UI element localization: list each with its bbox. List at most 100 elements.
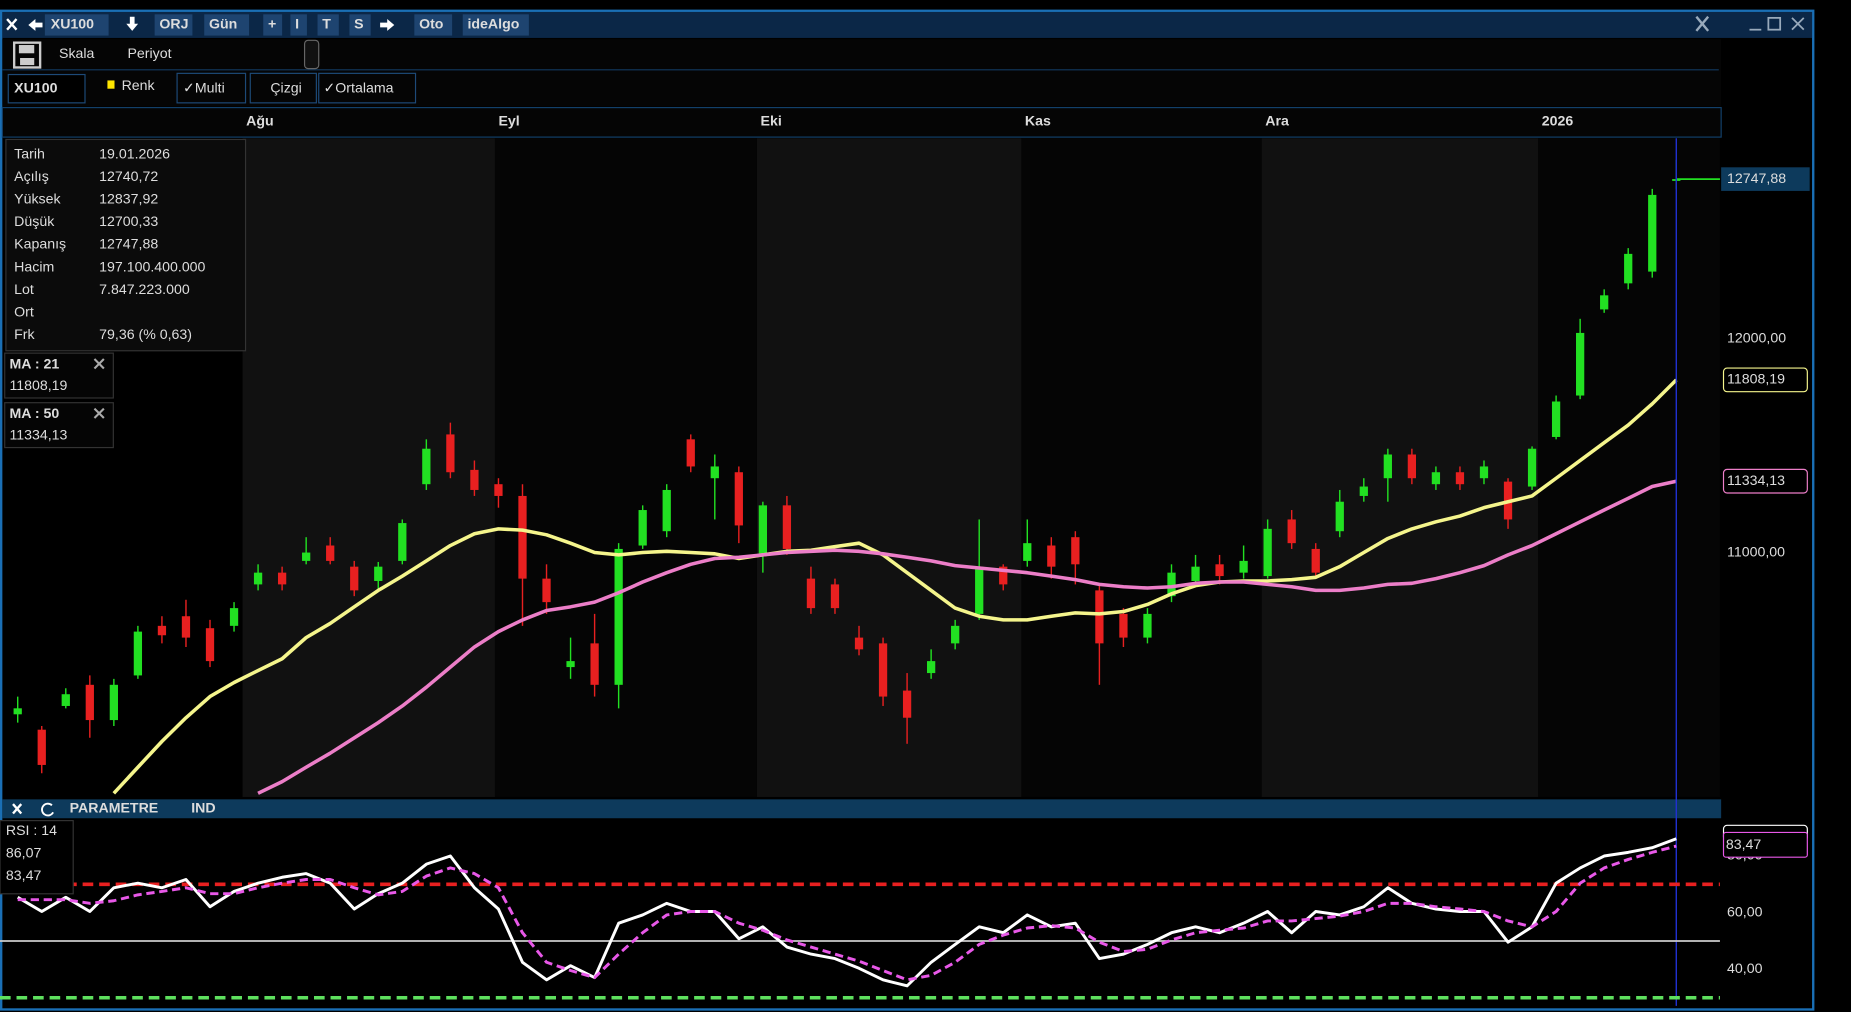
candle-body [85,684,94,721]
candle-body [1143,613,1152,638]
close-icon[interactable] [6,18,18,31]
toolbar-button[interactable] [462,14,529,36]
indicator-header [2,799,1722,819]
month-band [1261,138,1539,797]
series-line [112,378,1678,795]
info-value: 12700,33 [99,214,158,230]
toggle-box[interactable] [176,72,247,104]
y-tick-label: 60,00 [1727,904,1763,920]
candle-body [109,684,118,721]
info-value: 7.847.223.000 [99,282,190,298]
candle-body [902,690,912,718]
candle-body [1383,454,1392,479]
candle-body [1239,560,1248,573]
toolbar-button[interactable] [263,14,283,36]
toolbar-button[interactable] [154,14,193,36]
slider[interactable] [303,39,320,70]
candle-body [157,625,167,636]
toolbar-button[interactable] [317,14,339,36]
info-label: Hacim [14,259,54,275]
rsi-value: 83,47 [6,868,42,884]
indicator-button: IND [191,801,215,817]
back-icon[interactable] [28,19,43,31]
info-value: 12740,72 [99,169,158,185]
candle-body [926,661,936,674]
candle-body [662,489,671,532]
x-tick-label: Ağu [246,113,274,129]
ma-name: MA : 50 [9,406,59,422]
info-box [5,138,247,352]
rsi-title: RSI : 14 [6,823,57,839]
candle-body [975,566,984,614]
series-value-box [1722,468,1808,494]
candle-body [878,643,888,697]
toolbar-button[interactable] [414,14,453,36]
x-tick-label: 2026 [1542,113,1574,129]
refresh-icon[interactable] [41,802,54,817]
candle-body [374,566,383,581]
candle-body [1191,566,1200,581]
toggle: ✓Ortalama [323,80,393,96]
symbol-box [7,73,86,104]
toolbar-button[interactable] [290,14,307,36]
candle-body [1551,401,1561,437]
info-label: Lot [14,282,34,298]
toggle-box[interactable] [318,72,417,104]
candle-body [1071,537,1080,565]
candle-body [1263,528,1272,577]
window-controls[interactable] [1749,16,1805,31]
candle-body [999,566,1008,585]
toolbar-button[interactable] [204,14,250,36]
save-icon[interactable] [12,41,42,69]
y-tick-label: 12000,00 [1727,331,1786,347]
candle-body [734,472,743,526]
candle-body [566,661,575,668]
candle-body [1287,519,1296,544]
indicator-button: PARAMETRE [70,801,159,817]
info-label: Yüksek [14,192,61,208]
scale-option: Skala [59,46,95,62]
toggle-box[interactable] [249,72,317,104]
month-band [756,138,1022,797]
candle-body [229,608,239,626]
forward-icon[interactable] [380,19,395,31]
symbol-field: XU100 [14,80,57,96]
info-value: 79,36 (% 0,63) [99,327,192,343]
x-tick-label: Eyl [498,113,519,129]
candle-body [806,578,816,609]
rsi-plot [0,837,1720,1000]
period-option: Periyot [127,46,171,62]
last-price-box [1721,167,1810,191]
series-value-box [1722,367,1808,393]
detach-icon[interactable] [1695,15,1710,32]
candle-body [1431,472,1441,485]
candle-body [1359,486,1368,496]
info-value: 12837,92 [99,192,158,208]
ma-close[interactable] [93,358,105,370]
candle-body [782,505,792,549]
series-value-label: 11334,13 [1727,473,1785,489]
info-value: 197.100.400.000 [99,259,205,275]
ma-name: MA : 21 [9,357,59,373]
series-value-label: 11808,19 [1727,372,1785,388]
month-band [242,138,495,797]
ma-close[interactable] [93,407,105,419]
download-icon[interactable] [126,16,139,31]
candle-body [133,631,143,676]
window-frame [0,9,1815,1011]
candle-body [518,495,527,579]
symbol: XU100 [51,17,94,33]
candle-body [181,616,191,638]
toolbar-button[interactable] [349,14,371,36]
candle-body [61,694,70,706]
candle-body [590,643,599,685]
candle-body [1407,454,1417,479]
info-label: Frk [14,327,35,343]
info-label: Tarih [14,147,45,163]
info-value: 12747,88 [99,237,158,253]
month-band [1021,138,1262,797]
candle-body [1047,545,1056,567]
indicator-close[interactable] [12,803,23,815]
x-tick-label: Ara [1265,113,1289,129]
